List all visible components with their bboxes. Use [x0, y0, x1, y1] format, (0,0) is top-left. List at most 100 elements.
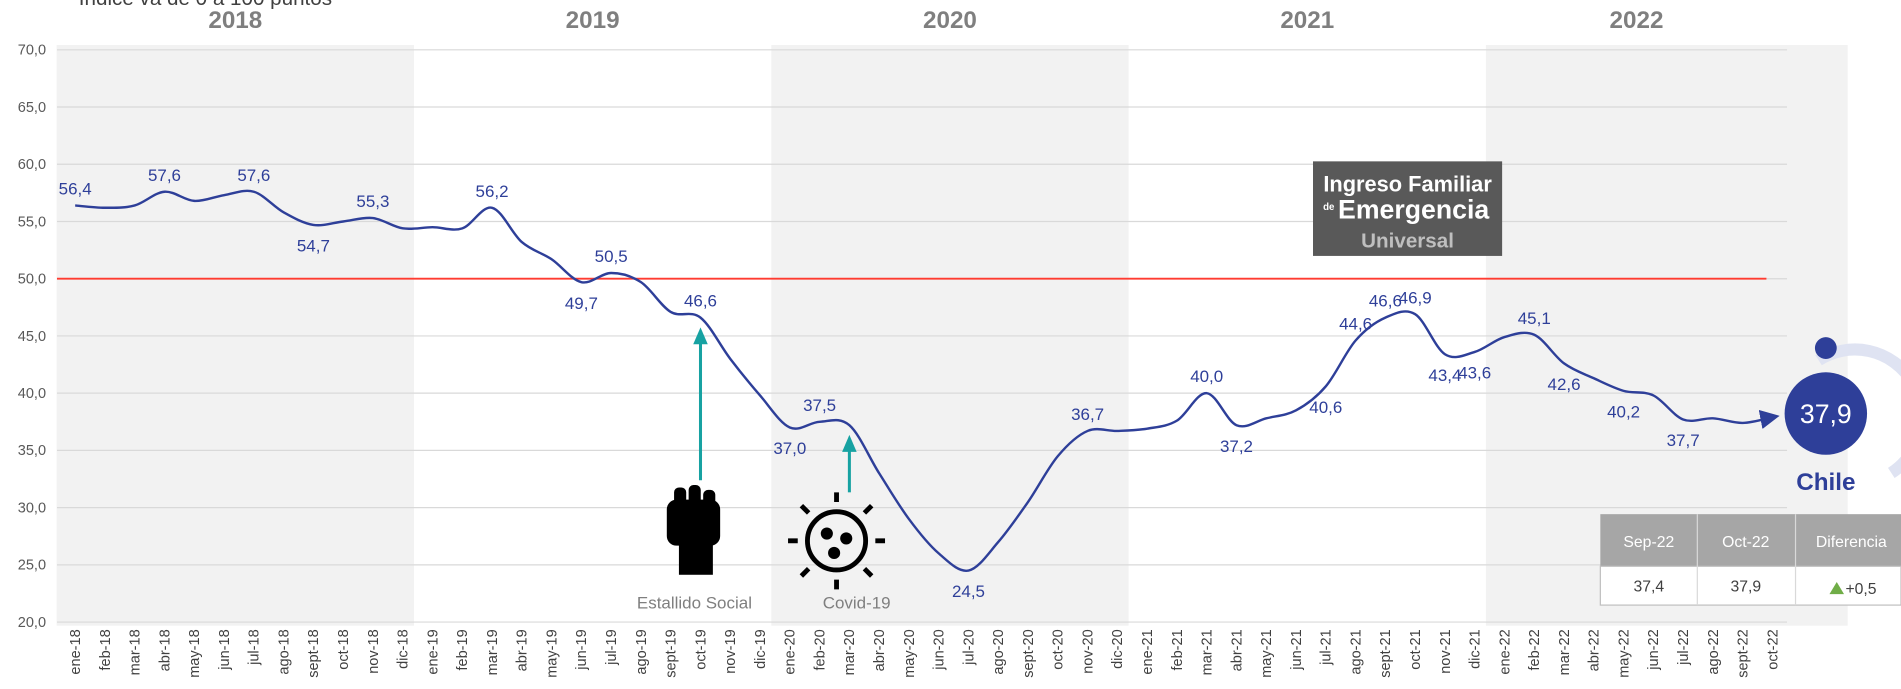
x-tick-label: may-20 [902, 629, 918, 677]
x-tick-label: oct-22 [1765, 629, 1781, 669]
data-label: 57,6 [148, 166, 181, 185]
x-tick-label: abr-20 [872, 629, 888, 671]
x-tick-label: nov-19 [723, 629, 739, 673]
y-tick-label: 30,0 [18, 500, 46, 516]
x-tick-label: sept-22 [1736, 629, 1752, 677]
x-tick-label: abr-22 [1587, 629, 1603, 671]
x-tick-label: oct-19 [693, 629, 709, 669]
y-tick-label: 50,0 [18, 272, 46, 288]
x-tick-label: may-18 [187, 629, 203, 677]
data-label: 56,4 [59, 180, 92, 199]
x-tick-label: mar-18 [128, 629, 144, 675]
x-tick-label: feb-19 [455, 629, 471, 670]
y-tick-label: 25,0 [18, 558, 46, 574]
x-tick-label: dic-19 [753, 629, 769, 669]
x-tick-label: ene-19 [425, 629, 441, 674]
x-tick-label: may-22 [1616, 629, 1632, 677]
table-cell: 37,4 [1633, 579, 1664, 596]
data-label: 49,7 [565, 294, 598, 313]
x-tick-label: feb-21 [1170, 629, 1186, 670]
x-tick-label: abr-21 [1229, 629, 1245, 671]
x-tick-label: jun-21 [1289, 629, 1305, 670]
data-label: 37,2 [1220, 437, 1253, 456]
y-tick-label: 60,0 [18, 157, 46, 173]
x-tick-label: ago-21 [1348, 629, 1364, 674]
x-tick-label: dic-18 [396, 629, 412, 669]
x-tick-label: feb-20 [812, 629, 828, 670]
x-tick-label: ago-18 [276, 629, 292, 674]
bubble-arc [1815, 343, 1901, 479]
x-tick-label: feb-18 [98, 629, 114, 670]
y-tick-label: 20,0 [18, 615, 46, 631]
data-label: 40,6 [1309, 398, 1342, 417]
x-tick-label: mar-22 [1557, 629, 1573, 675]
x-tick-label: jul-22 [1676, 629, 1692, 666]
legend-label: Chile [1796, 469, 1855, 496]
x-tick-label: sept-20 [1021, 629, 1037, 677]
y-tick-label: 55,0 [18, 214, 46, 230]
x-tick-label: nov-20 [1080, 629, 1096, 673]
x-tick-label: jul-21 [1319, 629, 1335, 666]
x-tick-label: mar-21 [1200, 629, 1216, 675]
year-label: 2022 [1610, 7, 1664, 34]
data-label: 36,7 [1071, 405, 1104, 424]
summary-table: Sep-22 Oct-22 Diferencia 37,4 37,9 +0,5 [1599, 514, 1901, 606]
x-tick-label: mar-19 [485, 629, 501, 675]
table-cell: 37,9 [1730, 579, 1761, 596]
y-tick-label: 35,0 [18, 443, 46, 459]
annotation-arrowhead [693, 327, 708, 345]
x-tick-label: oct-21 [1408, 629, 1424, 669]
x-tick-label: mar-20 [842, 629, 858, 675]
annotation-label: Estallido Social [637, 594, 752, 613]
year-label: 2018 [208, 7, 262, 34]
x-tick-label: nov-21 [1438, 629, 1454, 673]
x-tick-label: sept-21 [1378, 629, 1394, 677]
year-label: 2019 [566, 7, 620, 34]
logo-box [1312, 161, 1503, 256]
line [75, 189, 1780, 572]
x-tick-label: ene-22 [1497, 629, 1513, 674]
data-label: 37,0 [773, 439, 806, 458]
data-label: 54,7 [297, 237, 330, 256]
x-tick-label: abr-19 [515, 629, 531, 671]
annotation-label: Covid-19 [823, 594, 891, 613]
x-tick-label: jul-18 [247, 629, 263, 666]
x-tick-label: ago-20 [991, 629, 1007, 674]
x-tick-label: jun-20 [932, 629, 948, 670]
logo-text: Emergencia [1338, 194, 1489, 224]
logo-text: Ingreso Familiar [1323, 172, 1492, 197]
annotation-arrowhead [842, 434, 857, 452]
y-tick-label: 70,0 [18, 43, 46, 59]
y-tick-label: 40,0 [18, 386, 46, 402]
bubble-dot [1814, 337, 1837, 359]
x-tick-label: ene-21 [1140, 629, 1156, 674]
x-tick-label: ene-20 [783, 629, 799, 674]
fist-icon [666, 485, 721, 575]
data-label: 44,6 [1339, 315, 1372, 334]
x-tick-label: jun-18 [217, 629, 233, 670]
table-header: Oct-22 [1722, 534, 1769, 551]
data-label: 37,7 [1667, 431, 1700, 450]
data-label: 42,6 [1548, 375, 1581, 394]
x-tick-label: dic-20 [1110, 629, 1126, 669]
data-label: 46,9 [1399, 288, 1432, 307]
data-label: 56,2 [476, 182, 509, 201]
x-tick-label: jul-19 [604, 629, 620, 666]
x-tick-label: abr-18 [157, 629, 173, 671]
data-label: 24,5 [952, 582, 985, 601]
x-tick-label: dic-21 [1468, 629, 1484, 669]
x-tick-label: may-19 [544, 629, 560, 677]
x-tick-label: jul-20 [961, 629, 977, 666]
x-tick-label: nov-18 [366, 629, 382, 673]
virus-icon [788, 492, 886, 590]
x-tick-label: ago-19 [634, 629, 650, 674]
x-tick-label: ago-22 [1706, 629, 1722, 674]
table-cell: +0,5 [1845, 581, 1876, 598]
y-tick-label: 45,0 [18, 329, 46, 345]
x-tick-label: sept-19 [664, 629, 680, 677]
table-header: Diferencia [1816, 534, 1887, 551]
x-tick-label: may-21 [1259, 629, 1275, 677]
x-tick-label: oct-18 [336, 629, 352, 669]
year-label: 2020 [923, 7, 977, 34]
